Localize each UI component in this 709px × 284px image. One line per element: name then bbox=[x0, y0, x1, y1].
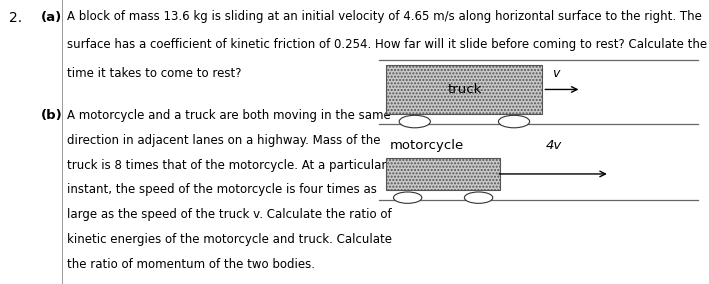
Circle shape bbox=[498, 115, 530, 128]
Text: v: v bbox=[552, 66, 560, 80]
Circle shape bbox=[393, 192, 422, 203]
Text: kinetic energies of the motorcycle and truck. Calculate: kinetic energies of the motorcycle and t… bbox=[67, 233, 392, 246]
Text: truck: truck bbox=[447, 83, 481, 96]
Text: direction in adjacent lanes on a highway. Mass of the: direction in adjacent lanes on a highway… bbox=[67, 134, 381, 147]
Text: truck is 8 times that of the motorcycle. At a particular: truck is 8 times that of the motorcycle.… bbox=[67, 159, 386, 172]
Text: 2.: 2. bbox=[9, 11, 22, 25]
Text: the ratio of momentum of the two bodies.: the ratio of momentum of the two bodies. bbox=[67, 258, 316, 271]
Bar bbox=[386, 65, 542, 114]
Circle shape bbox=[464, 192, 493, 203]
Text: A block of mass 13.6 kg is sliding at an initial velocity of 4.65 m/s along hori: A block of mass 13.6 kg is sliding at an… bbox=[67, 10, 702, 23]
Text: surface has a coefficient of kinetic friction of 0.254. How far will it slide be: surface has a coefficient of kinetic fri… bbox=[67, 38, 708, 51]
Circle shape bbox=[399, 115, 430, 128]
Text: time it takes to come to rest?: time it takes to come to rest? bbox=[67, 67, 242, 80]
Text: 4v: 4v bbox=[546, 139, 562, 152]
Text: (b): (b) bbox=[41, 109, 63, 122]
Text: A motorcycle and a truck are both moving in the same: A motorcycle and a truck are both moving… bbox=[67, 109, 391, 122]
Bar bbox=[386, 158, 500, 190]
Text: motorcycle: motorcycle bbox=[390, 139, 464, 152]
Text: instant, the speed of the motorcycle is four times as: instant, the speed of the motorcycle is … bbox=[67, 183, 377, 197]
Text: large as the speed of the truck v. Calculate the ratio of: large as the speed of the truck v. Calcu… bbox=[67, 208, 392, 221]
Text: (a): (a) bbox=[41, 11, 62, 24]
